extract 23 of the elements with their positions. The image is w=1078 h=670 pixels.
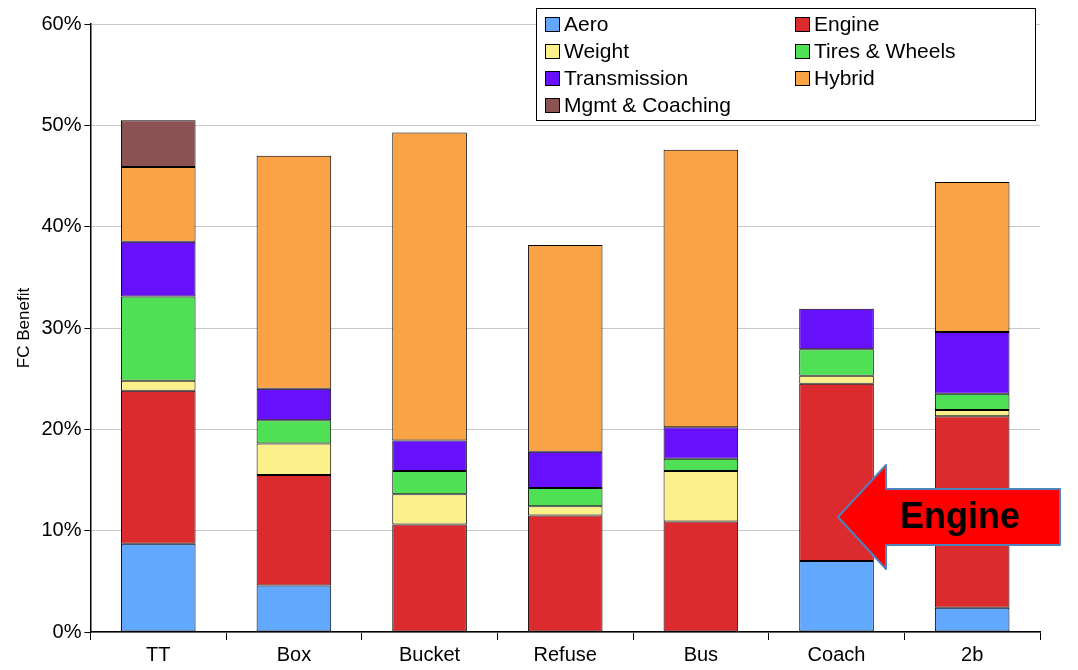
x-tick-label: Coach xyxy=(807,642,866,665)
y-tick-label: 40% xyxy=(41,214,82,237)
legend-label: Weight xyxy=(564,39,629,63)
y-tick-label: 0% xyxy=(52,619,82,642)
annotation: Engine xyxy=(900,495,1021,537)
legend-label: Engine xyxy=(814,12,880,36)
y-tick-label: 10% xyxy=(41,518,82,541)
legend-label: Aero xyxy=(564,12,609,36)
legend-label: Hybrid xyxy=(814,66,875,90)
y-tick-label: 50% xyxy=(41,112,82,135)
y-tick-label: 20% xyxy=(41,416,82,439)
legend-label: Tires & Wheels xyxy=(814,39,956,63)
legend-label: Mgmt & Coaching xyxy=(564,93,731,117)
x-tick-label: Bucket xyxy=(398,642,461,665)
x-tick-label: 2b xyxy=(961,642,984,665)
x-tick-label: Bus xyxy=(683,642,719,665)
x-tick-label: TT xyxy=(146,642,171,665)
legend-label: Transmission xyxy=(564,66,689,90)
x-tick-label: Box xyxy=(276,642,312,665)
y-axis-title: FC Benefit xyxy=(13,287,33,369)
x-tick-label: Refuse xyxy=(533,642,597,665)
y-tick-label: 60% xyxy=(41,11,82,34)
y-tick-label: 30% xyxy=(41,315,82,338)
